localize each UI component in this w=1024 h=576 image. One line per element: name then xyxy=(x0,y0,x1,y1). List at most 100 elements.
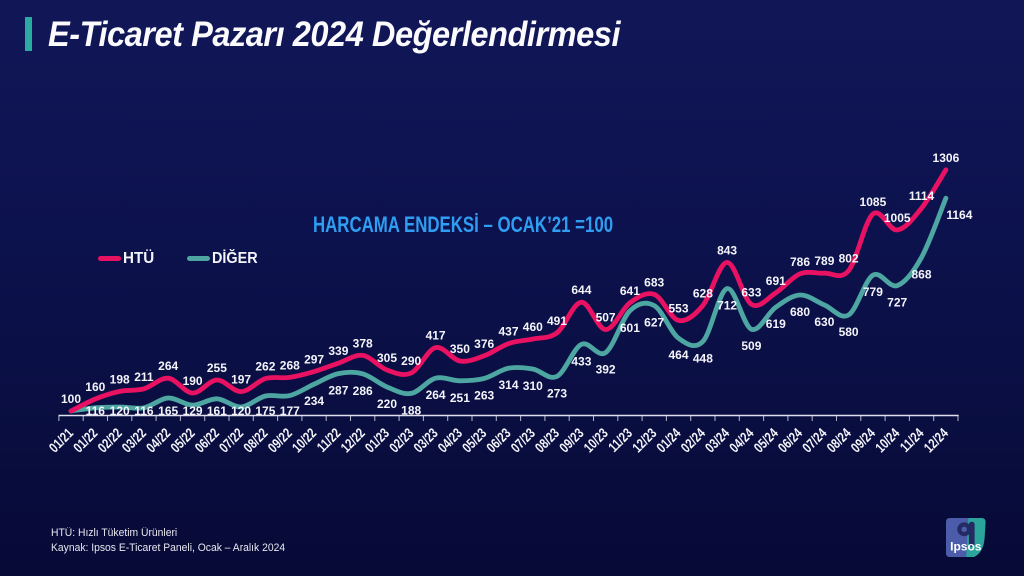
svg-text:175: 175 xyxy=(255,404,275,418)
svg-text:789: 789 xyxy=(814,254,834,268)
svg-text:07/23: 07/23 xyxy=(508,425,538,455)
svg-text:10/24: 10/24 xyxy=(872,425,902,455)
svg-text:350: 350 xyxy=(450,342,470,356)
svg-text:305: 305 xyxy=(377,351,397,365)
svg-text:683: 683 xyxy=(644,275,664,289)
svg-text:02/24: 02/24 xyxy=(678,425,708,455)
svg-text:437: 437 xyxy=(498,325,518,339)
svg-text:211: 211 xyxy=(134,370,154,384)
svg-text:339: 339 xyxy=(328,344,348,358)
svg-text:08/22: 08/22 xyxy=(241,425,271,455)
svg-text:06/23: 06/23 xyxy=(484,425,514,455)
svg-text:262: 262 xyxy=(255,360,275,374)
svg-text:286: 286 xyxy=(353,384,373,398)
svg-text:01/24: 01/24 xyxy=(654,425,684,455)
svg-text:12/24: 12/24 xyxy=(921,425,951,455)
svg-text:641: 641 xyxy=(620,284,640,298)
svg-text:09/22: 09/22 xyxy=(265,425,295,455)
svg-text:843: 843 xyxy=(717,243,737,257)
svg-text:290: 290 xyxy=(401,354,421,368)
svg-text:120: 120 xyxy=(110,404,130,418)
svg-text:268: 268 xyxy=(280,358,300,372)
svg-text:03/23: 03/23 xyxy=(411,425,441,455)
svg-text:448: 448 xyxy=(693,351,713,365)
svg-text:129: 129 xyxy=(183,404,203,418)
svg-text:691: 691 xyxy=(766,274,786,288)
svg-text:06/22: 06/22 xyxy=(192,425,222,455)
svg-text:310: 310 xyxy=(523,379,543,393)
svg-text:197: 197 xyxy=(231,373,251,387)
svg-text:220: 220 xyxy=(377,397,397,411)
svg-text:464: 464 xyxy=(668,348,688,362)
svg-text:05/22: 05/22 xyxy=(168,425,198,455)
svg-text:263: 263 xyxy=(474,388,494,402)
svg-text:08/23: 08/23 xyxy=(532,425,562,455)
svg-text:234: 234 xyxy=(304,394,324,408)
svg-text:1114: 1114 xyxy=(909,189,935,203)
svg-text:868: 868 xyxy=(911,267,931,281)
svg-text:01/21: 01/21 xyxy=(46,425,76,455)
svg-text:01/23: 01/23 xyxy=(362,425,392,455)
svg-text:116: 116 xyxy=(134,404,154,418)
svg-text:378: 378 xyxy=(353,336,373,350)
svg-text:417: 417 xyxy=(426,329,446,343)
svg-text:12/23: 12/23 xyxy=(629,425,659,455)
svg-text:627: 627 xyxy=(644,316,664,330)
svg-text:120: 120 xyxy=(231,404,251,418)
svg-text:255: 255 xyxy=(207,361,227,375)
svg-text:507: 507 xyxy=(596,311,616,325)
svg-text:198: 198 xyxy=(110,372,130,386)
svg-text:273: 273 xyxy=(547,386,567,400)
svg-text:190: 190 xyxy=(183,374,203,388)
svg-text:04/24: 04/24 xyxy=(727,425,757,455)
svg-text:08/24: 08/24 xyxy=(824,425,854,455)
svg-text:02/23: 02/23 xyxy=(386,425,416,455)
svg-text:11/24: 11/24 xyxy=(897,425,927,455)
svg-text:100: 100 xyxy=(61,392,81,406)
svg-text:630: 630 xyxy=(814,315,834,329)
svg-text:177: 177 xyxy=(280,404,300,418)
svg-text:1085: 1085 xyxy=(860,195,887,209)
svg-text:116: 116 xyxy=(86,404,106,418)
svg-text:01/22: 01/22 xyxy=(70,425,100,455)
svg-text:10/23: 10/23 xyxy=(581,425,611,455)
svg-text:04/23: 04/23 xyxy=(435,425,465,455)
svg-text:04/22: 04/22 xyxy=(143,425,173,455)
svg-text:287: 287 xyxy=(328,384,348,398)
svg-text:05/23: 05/23 xyxy=(459,425,489,455)
svg-text:07/22: 07/22 xyxy=(216,425,246,455)
svg-text:05/24: 05/24 xyxy=(751,425,781,455)
svg-text:1164: 1164 xyxy=(946,208,972,222)
svg-text:02/22: 02/22 xyxy=(95,425,125,455)
svg-text:10/22: 10/22 xyxy=(289,425,319,455)
svg-text:580: 580 xyxy=(839,325,859,339)
svg-text:680: 680 xyxy=(790,305,810,319)
svg-text:Ipsos: Ipsos xyxy=(950,540,982,554)
svg-text:12/22: 12/22 xyxy=(338,425,368,455)
svg-text:07/24: 07/24 xyxy=(800,425,830,455)
svg-text:188: 188 xyxy=(401,403,421,417)
svg-text:376: 376 xyxy=(474,337,494,351)
svg-text:09/23: 09/23 xyxy=(557,425,587,455)
svg-text:619: 619 xyxy=(766,317,786,331)
svg-text:297: 297 xyxy=(304,353,324,367)
svg-text:779: 779 xyxy=(863,285,883,299)
svg-text:509: 509 xyxy=(741,339,761,353)
svg-text:161: 161 xyxy=(207,404,227,418)
svg-text:251: 251 xyxy=(450,391,470,405)
svg-text:601: 601 xyxy=(620,321,640,335)
svg-text:03/24: 03/24 xyxy=(702,425,732,455)
svg-text:11/23: 11/23 xyxy=(605,425,635,455)
svg-text:314: 314 xyxy=(498,378,518,392)
svg-text:460: 460 xyxy=(523,320,543,334)
svg-text:644: 644 xyxy=(571,283,591,297)
svg-text:633: 633 xyxy=(741,285,761,299)
svg-text:11/22: 11/22 xyxy=(314,425,344,455)
svg-text:264: 264 xyxy=(158,359,178,373)
svg-text:160: 160 xyxy=(85,380,105,394)
svg-text:786: 786 xyxy=(790,255,810,269)
svg-text:06/24: 06/24 xyxy=(775,425,805,455)
svg-text:628: 628 xyxy=(693,286,713,300)
svg-text:1306: 1306 xyxy=(933,151,960,165)
svg-text:165: 165 xyxy=(158,404,178,418)
